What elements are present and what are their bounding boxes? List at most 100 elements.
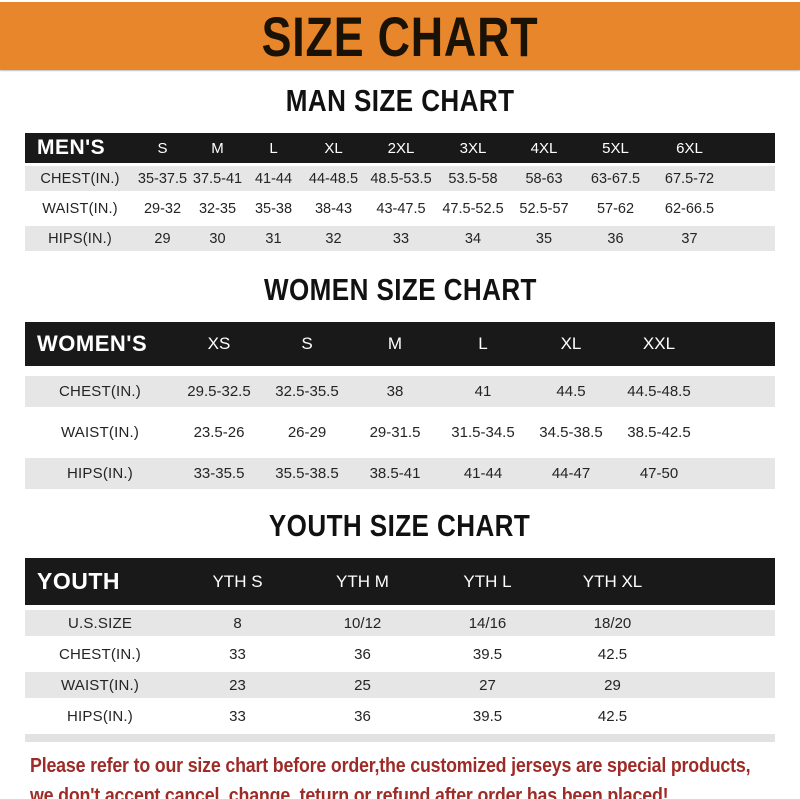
youth-u.s.size-value-yth-l: 14/16 [468, 614, 507, 632]
youth-size-table: YOUTH YTH S YTH M YTH L YTH XL U.S.SIZE 8 10/12… [25, 558, 775, 742]
men-chest-in.-value-l: 41-44 [254, 170, 293, 187]
men-chest-in.-value-3xl: 53.5-58 [448, 170, 498, 187]
youth-chest-in.-value-yth-s: 33 [229, 645, 246, 663]
youth-col-header-yth-xl: YTH XL [582, 571, 643, 591]
section-title-youth: YOUTH SIZE CHART [0, 509, 800, 546]
men-col-header-s: S [157, 139, 168, 157]
youth-chest-in.-value-yth-xl: 42.5 [597, 645, 628, 663]
men-col-header-m: M [211, 139, 224, 157]
men-row-label-hips-in.: HIPS(IN.) [48, 230, 112, 247]
women-col-header-s: S [301, 334, 313, 353]
women-hips-in.-value-xxl: 47-50 [639, 465, 679, 482]
footer-line-2: we don't accept cancel, change, teturn o… [30, 782, 800, 800]
women-col-header-l: L [478, 334, 488, 353]
men-waist-in.-value-2xl: 43-47.5 [376, 200, 426, 217]
youth-row-chest-in.: CHEST(IN.) 33 36 39.5 42.5 [25, 641, 775, 667]
women-chest-in.-value-l: 41 [474, 383, 492, 400]
women-row-chest-in.: CHEST(IN.) 29.5-32.5 32.5-35.5 38 41 44.5 44.5… [25, 376, 775, 407]
women-row-label-hips-in.: HIPS(IN.) [67, 465, 133, 482]
men-waist-in.-value-xl: 38-43 [314, 200, 353, 217]
women-corner-label: WOMEN'S [37, 331, 148, 356]
men-chest-in.-value-xl: 44-48.5 [308, 170, 359, 187]
men-waist-in.-value-l: 35-38 [254, 200, 293, 217]
section-women: WOMEN SIZE CHART WOMEN'S XS S M L XL XXL CHEST(… [0, 273, 800, 489]
men-chest-in.-value-5xl: 63-67.5 [590, 170, 641, 187]
men-col-header-l: L [269, 139, 278, 157]
women-waist-in.-value-s: 26-29 [287, 424, 327, 441]
section-title-women-text: WOMEN SIZE CHART [263, 272, 537, 307]
youth-col-header-yth-s: YTH S [212, 571, 263, 591]
men-table-header-row: MEN'S S M L XL 2XL 3XL 4XL 5XL 6XL [25, 133, 775, 163]
footer-note: Please refer to our size chart before or… [0, 752, 800, 800]
men-waist-in.-value-m: 32-35 [198, 200, 237, 217]
footer-line-1: Please refer to our size chart before or… [30, 752, 800, 782]
men-hips-in.-value-4xl: 35 [535, 230, 553, 247]
men-hips-in.-value-l: 31 [265, 230, 282, 247]
youth-u.s.size-value-yth-s: 8 [233, 614, 242, 632]
youth-waist-in.-value-yth-m: 25 [354, 676, 371, 694]
men-waist-in.-value-6xl: 62-66.5 [664, 200, 715, 217]
men-hips-in.-value-2xl: 33 [392, 230, 410, 247]
women-chest-in.-value-s: 32.5-35.5 [275, 383, 339, 400]
women-hips-in.-value-s: 35.5-38.5 [275, 465, 339, 482]
youth-waist-in.-value-yth-l: 27 [479, 676, 496, 694]
youth-chest-in.-value-yth-m: 36 [354, 645, 371, 663]
men-hips-in.-value-m: 30 [209, 230, 226, 247]
men-waist-in.-value-4xl: 52.5-57 [519, 200, 569, 217]
men-col-header-2xl: 2XL [387, 139, 415, 157]
youth-row-u.s.size: U.S.SIZE 8 10/12 14/16 18/20 [25, 610, 775, 636]
youth-hips-in.-value-yth-l: 39.5 [472, 707, 503, 725]
men-chest-in.-value-6xl: 67.5-72 [664, 170, 715, 187]
youth-waist-in.-value-yth-xl: 29 [604, 676, 621, 694]
banner: SIZE CHART [0, 2, 800, 70]
youth-row-waist-in.: WAIST(IN.) 23 25 27 29 [25, 672, 775, 698]
women-row-label-chest-in.: CHEST(IN.) [59, 383, 141, 400]
men-chest-in.-value-s: 35-37.5 [137, 170, 188, 187]
women-waist-in.-value-xs: 23.5-26 [193, 424, 245, 441]
men-waist-in.-value-5xl: 57-62 [596, 200, 635, 217]
youth-row-label-hips-in.: HIPS(IN.) [67, 707, 133, 725]
men-hips-in.-value-xl: 32 [325, 230, 342, 247]
footer-line-2-text: we don't accept cancel, change, teturn o… [30, 785, 669, 800]
youth-waist-in.-value-yth-s: 23 [229, 676, 246, 694]
men-waist-in.-value-s: 29-32 [143, 200, 182, 217]
section-title-men: MAN SIZE CHART [0, 84, 800, 121]
women-hips-in.-value-xl: 44-47 [551, 465, 591, 482]
youth-u.s.size-value-yth-xl: 18/20 [593, 614, 632, 632]
men-chest-in.-value-4xl: 58-63 [525, 170, 563, 187]
footer-line-1-text: Please refer to our size chart before or… [30, 755, 751, 777]
page-title: SIZE CHART [261, 4, 539, 68]
women-col-header-xxl: XXL [642, 334, 676, 353]
men-col-header-5xl: 5XL [602, 139, 629, 157]
men-hips-in.-value-s: 29 [154, 230, 171, 247]
women-table-header-row: WOMEN'S XS S M L XL XXL [25, 322, 775, 366]
women-row-waist-in.: WAIST(IN.) 23.5-26 26-29 29-31.5 31.5-34.5 34… [25, 417, 775, 448]
women-chest-in.-value-xl: 44.5 [556, 383, 586, 400]
men-hips-in.-value-6xl: 37 [681, 230, 698, 247]
men-col-header-xl: XL [324, 139, 343, 157]
youth-row-label-u.s.size: U.S.SIZE [67, 614, 133, 632]
men-row-waist-in.: WAIST(IN.) 29-32 32-35 35-38 38-43 43-47.5 47.… [25, 196, 775, 221]
men-hips-in.-value-5xl: 36 [607, 230, 624, 247]
women-row-label-waist-in.: WAIST(IN.) [60, 424, 140, 441]
men-col-header-4xl: 4XL [530, 139, 558, 157]
women-chest-in.-value-m: 38 [386, 383, 404, 400]
youth-u.s.size-value-yth-m: 10/12 [343, 614, 382, 632]
youth-hips-in.-value-yth-s: 33 [229, 707, 246, 725]
section-men: MAN SIZE CHART MEN'S S M L XL 2XL 3XL 4XL 5XL 6XL… [0, 84, 800, 251]
youth-row-hips-in.: HIPS(IN.) 33 36 39.5 42.5 [25, 703, 775, 729]
men-col-header-6xl: 6XL [676, 139, 703, 157]
women-waist-in.-value-xl: 34.5-38.5 [539, 424, 603, 441]
youth-hips-in.-value-yth-xl: 42.5 [597, 707, 628, 725]
women-waist-in.-value-l: 31.5-34.5 [451, 424, 515, 441]
men-row-hips-in.: HIPS(IN.) 29 30 31 32 33 34 35 36 37 [25, 226, 775, 251]
men-size-table: MEN'S S M L XL 2XL 3XL 4XL 5XL 6XL CHEST(IN.) 35-37… [25, 133, 775, 251]
men-row-label-chest-in.: CHEST(IN.) [40, 170, 120, 187]
men-hips-in.-value-3xl: 34 [464, 230, 482, 247]
women-hips-in.-value-xs: 33-35.5 [193, 465, 245, 482]
section-title-men-text: MAN SIZE CHART [285, 83, 515, 118]
youth-row-label-chest-in.: CHEST(IN.) [59, 645, 141, 663]
women-chest-in.-value-xxl: 44.5-48.5 [627, 383, 691, 400]
women-hips-in.-value-l: 41-44 [463, 465, 503, 482]
women-col-header-xl: XL [560, 334, 582, 353]
